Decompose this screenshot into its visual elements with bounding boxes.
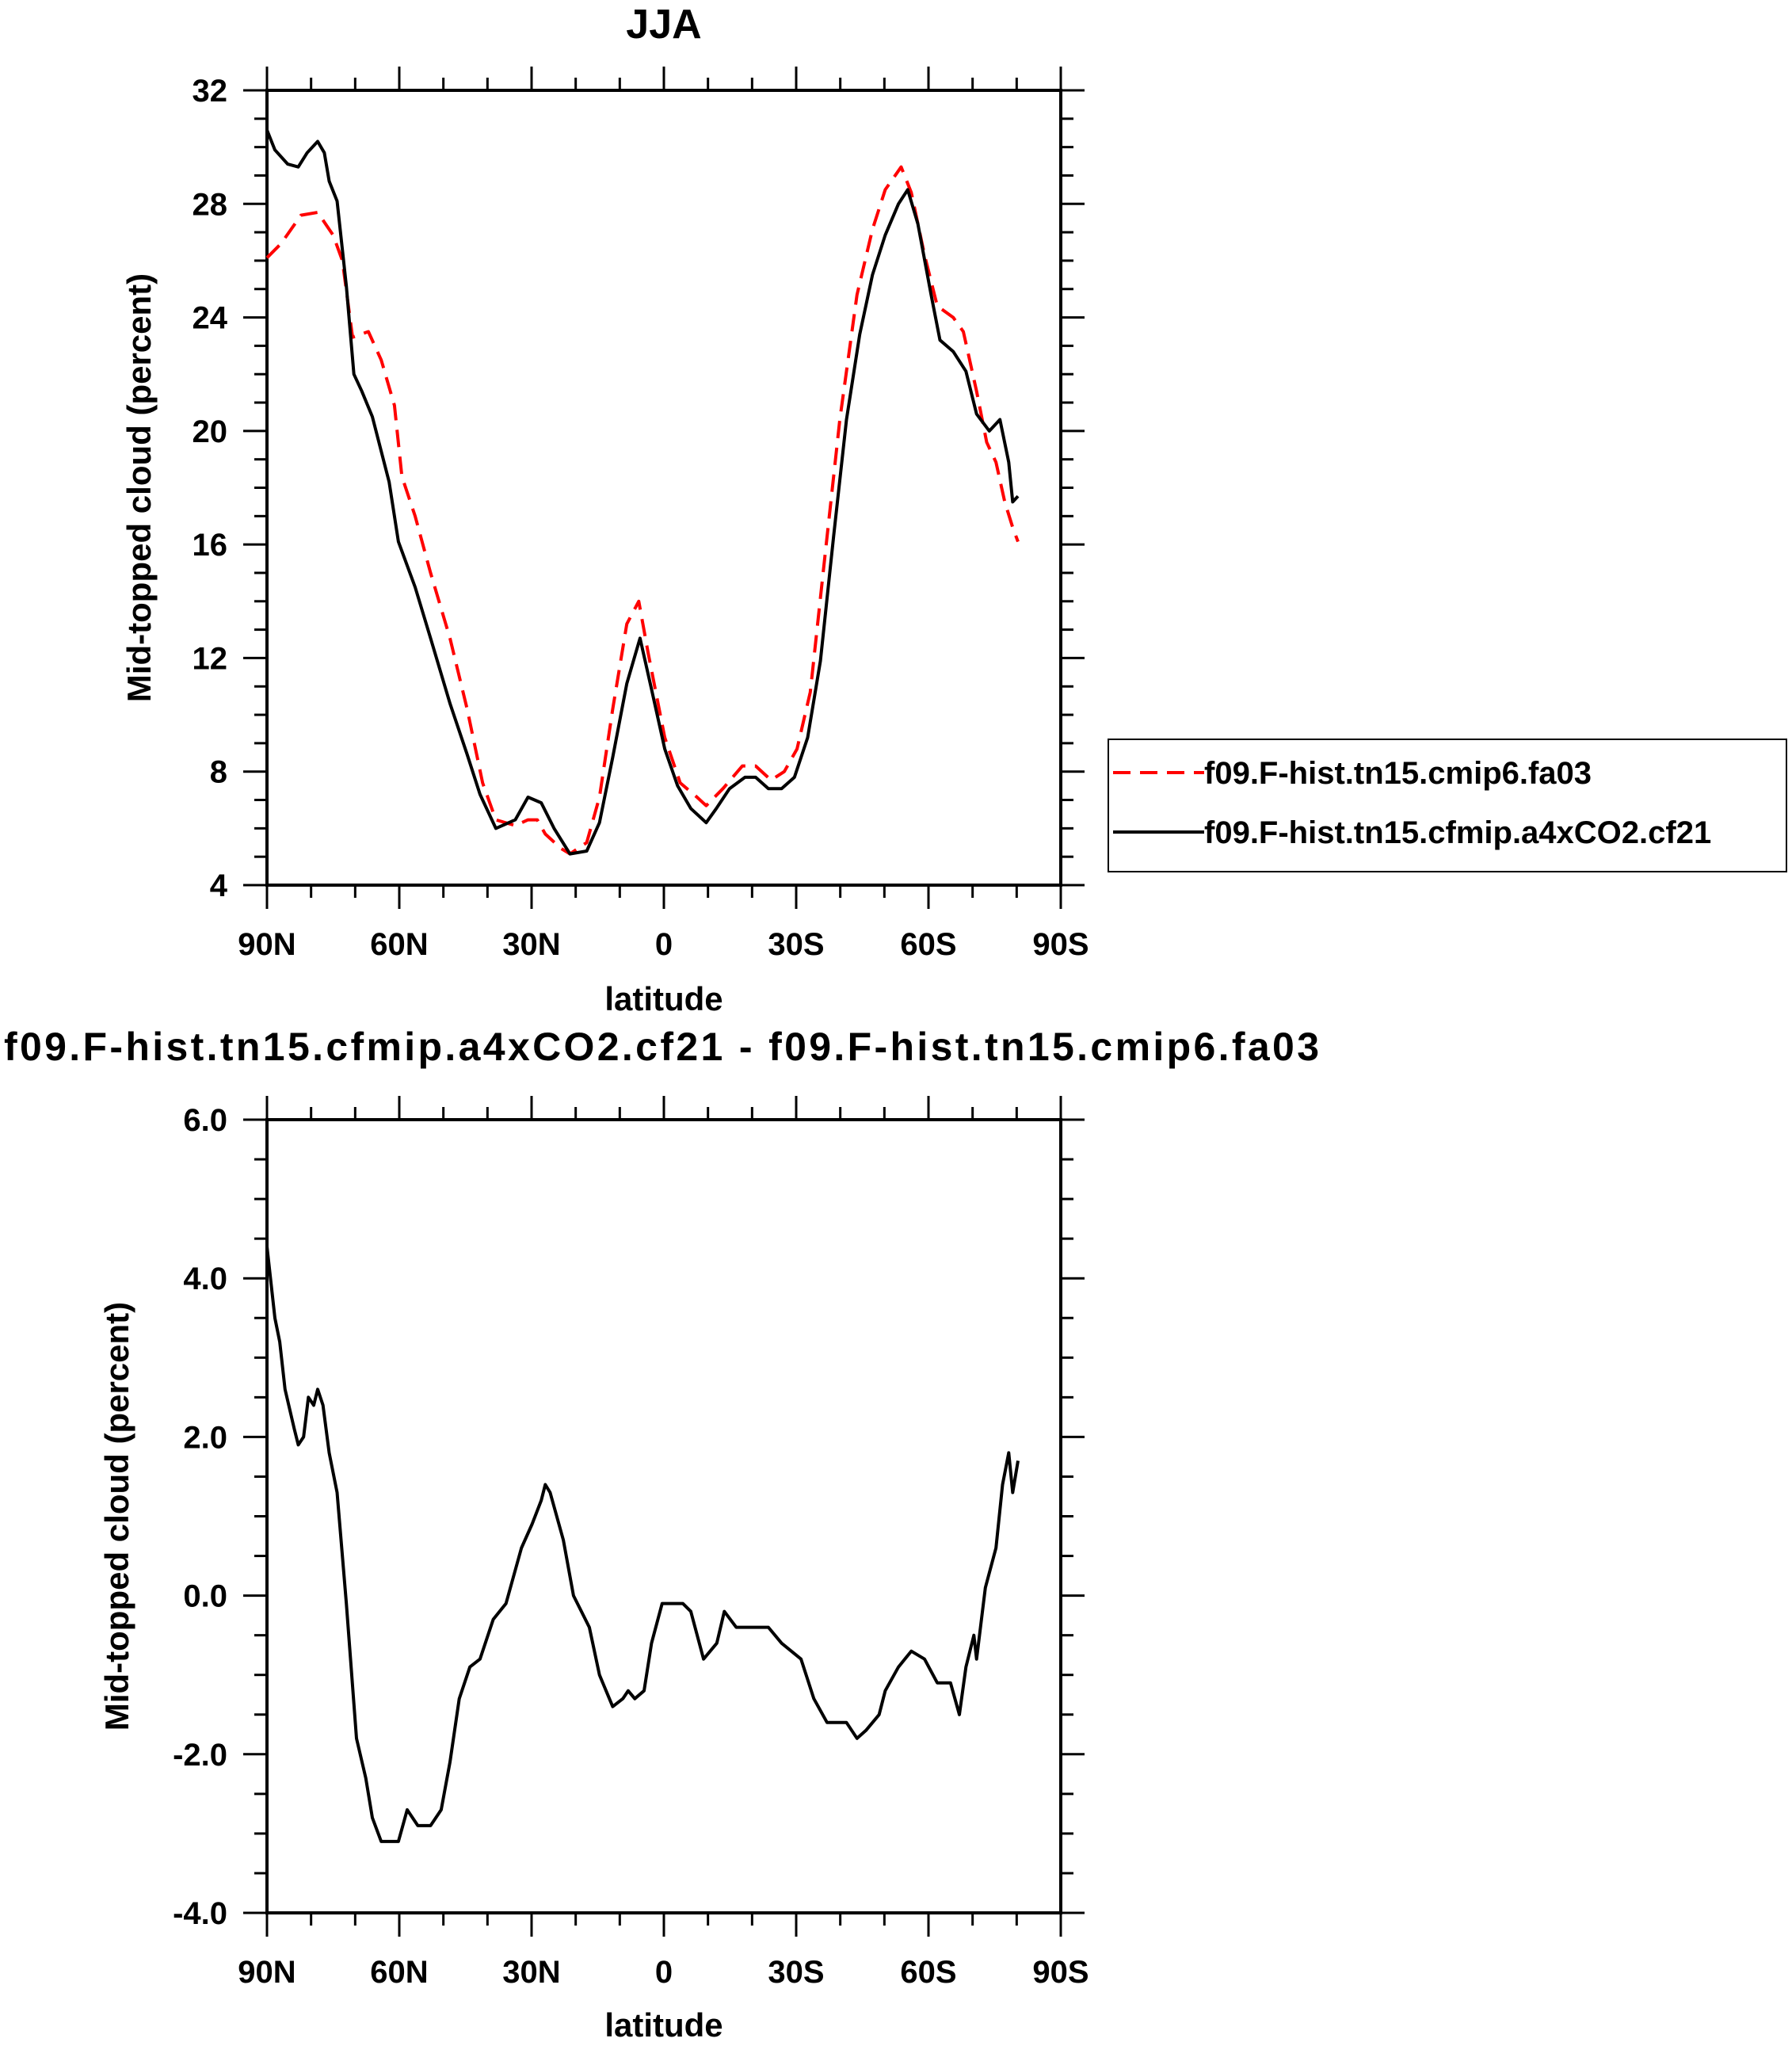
top-y-tick-label: 4	[210, 868, 228, 903]
bottom-x-tick-label: 90S	[1032, 1955, 1089, 1990]
bottom-y-tick-label: 4.0	[183, 1262, 227, 1296]
bottom-x-axis-label: latitude	[604, 2006, 723, 2044]
bottom-x-tick-label: 30S	[768, 1955, 824, 1990]
bottom-y-tick-label: 2.0	[183, 1420, 227, 1455]
top-y-tick-label: 20	[193, 414, 228, 449]
top-y-tick-label: 24	[193, 301, 228, 336]
legend-label-1: f09.F-hist.tn15.cfmip.a4xCO2.cf21	[1204, 815, 1711, 850]
top-x-tick-label: 0	[655, 927, 673, 962]
bottom-y-tick-label: -2.0	[173, 1738, 227, 1773]
bottom-chart-title: f09.F-hist.tn15.cfmip.a4xCO2.cf21 - f09.…	[4, 1025, 1319, 1069]
top-series-line-1	[265, 129, 1020, 856]
top-series-line-0	[265, 165, 1020, 856]
bottom-x-tick-label: 0	[655, 1955, 673, 1990]
top-y-tick-label: 16	[193, 528, 228, 563]
top-plot-frame	[265, 89, 1062, 887]
bottom-x-tick-label: 60N	[370, 1955, 428, 1990]
bottom-x-tick-label: 60S	[900, 1955, 956, 1990]
top-y-tick-label: 32	[193, 74, 228, 109]
bottom-x-tick-label: 30N	[502, 1955, 560, 1990]
top-x-tick-label: 60S	[900, 927, 956, 962]
top-y-tick-label: 8	[210, 755, 227, 790]
top-y-tick-label: 28	[193, 187, 228, 222]
top-chart-title: JJA	[626, 2, 701, 48]
top-y-tick-label: 12	[193, 641, 228, 676]
bottom-y-tick-label: 6.0	[183, 1103, 227, 1138]
bottom-y-tick-label: -4.0	[173, 1896, 227, 1931]
bottom-y-axis-label: Mid-topped cloud (percent)	[98, 1302, 135, 1731]
top-x-tick-label: 30S	[768, 927, 824, 962]
legend-box	[1108, 739, 1787, 872]
bottom-y-tick-label: 0.0	[183, 1579, 227, 1614]
top-x-tick-label: 90S	[1032, 927, 1089, 962]
top-x-tick-label: 90N	[238, 927, 295, 962]
bottom-plot-frame	[265, 1118, 1062, 1914]
bottom-x-tick-label: 90N	[238, 1955, 295, 1990]
legend-label-0: f09.F-hist.tn15.cmip6.fa03	[1204, 756, 1592, 791]
top-x-axis-label: latitude	[604, 980, 723, 1017]
bottom-series-line-0	[265, 1246, 1020, 1843]
top-y-axis-label: Mid-topped cloud (percent)	[120, 273, 158, 702]
top-x-tick-label: 30N	[502, 927, 560, 962]
top-x-tick-label: 60N	[370, 927, 428, 962]
